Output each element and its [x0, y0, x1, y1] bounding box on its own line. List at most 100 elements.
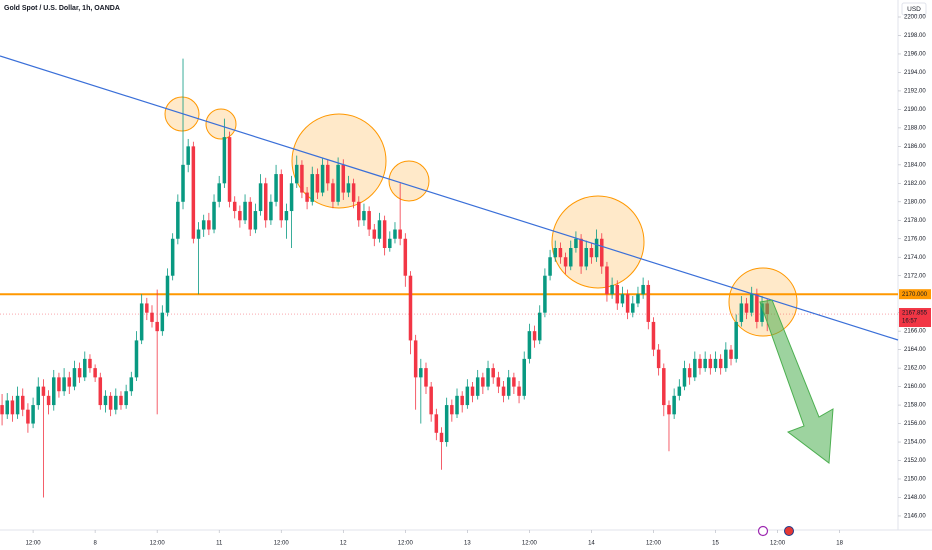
candle-body — [362, 211, 366, 221]
highlight-circle — [205, 108, 237, 140]
y-tick-label: 2160.00 — [904, 384, 926, 390]
highlight-circle — [388, 160, 430, 202]
x-tick-label: 11 — [216, 541, 223, 547]
x-tick-label: 12:00 — [26, 541, 42, 547]
candle-body — [749, 294, 754, 313]
candle-body — [93, 368, 97, 378]
candle-body — [10, 400, 15, 415]
candle-body — [145, 303, 149, 313]
candle-body — [532, 331, 537, 341]
candle-body — [15, 395, 20, 415]
candle-body — [114, 395, 118, 410]
candle-body — [419, 368, 423, 378]
candle-body — [641, 284, 645, 295]
level-label: 2170.000 — [902, 292, 928, 298]
chart-title: Gold Spot / U.S. Dollar, 1h, OANDA — [4, 5, 120, 12]
x-tick-label: 12:00 — [646, 541, 662, 547]
candle-body — [517, 386, 521, 396]
drawings — [0, 55, 899, 464]
candle-body — [284, 211, 289, 221]
candle-body — [496, 377, 501, 387]
event-icon[interactable] — [757, 525, 769, 537]
y-tick-label: 2188.00 — [904, 125, 926, 131]
candle-body — [253, 211, 258, 230]
highlight-circle — [291, 113, 387, 209]
candle-body — [615, 284, 620, 304]
candle-body — [522, 358, 526, 396]
x-tick-label: 8 — [93, 541, 97, 547]
candle-body — [434, 414, 439, 433]
y-tick-label: 2176.00 — [904, 236, 926, 242]
candle-body — [201, 220, 206, 230]
candle-body — [83, 358, 87, 378]
candle-body — [222, 137, 227, 184]
y-tick-label: 2150.00 — [904, 477, 926, 483]
x-tick-label: 18 — [836, 541, 843, 547]
candle-body — [46, 395, 51, 406]
x-tick-label: 15 — [712, 541, 719, 547]
candle-body — [20, 395, 25, 410]
candle-body — [403, 238, 408, 276]
candle-body — [248, 201, 252, 230]
candle-body — [646, 284, 651, 322]
y-tick-label: 2174.00 — [904, 255, 926, 261]
candle-body — [600, 238, 604, 267]
candle-body — [52, 377, 56, 406]
event-icon[interactable] — [784, 526, 794, 536]
candle-body — [31, 405, 35, 424]
candle-body — [460, 395, 464, 406]
last-price-tag — [899, 308, 931, 328]
candle-body — [108, 395, 113, 410]
candle-body — [124, 391, 128, 406]
candle-body — [672, 395, 676, 415]
candle-body — [119, 395, 123, 406]
candle-body — [584, 247, 589, 267]
candle-body — [558, 247, 563, 258]
candle-body — [351, 183, 356, 202]
candle-body — [367, 211, 371, 230]
candle-body — [320, 164, 325, 193]
y-tick-label: 2178.00 — [904, 218, 926, 224]
candle-body — [424, 368, 428, 387]
x-tick-label: 13 — [464, 541, 471, 547]
candle-body — [294, 164, 299, 184]
candle-body — [724, 349, 728, 369]
y-tick-label: 2164.00 — [904, 347, 926, 353]
candle-body — [88, 358, 92, 369]
candle-body — [196, 229, 201, 239]
x-tick-label: 14 — [588, 541, 595, 547]
y-tick-label: 2148.00 — [904, 495, 926, 501]
currency-button[interactable] — [901, 2, 927, 16]
candles — [0, 58, 769, 498]
event-icons — [757, 525, 794, 537]
candle-body — [708, 358, 713, 369]
candle-body — [506, 377, 511, 396]
candle-body — [553, 247, 557, 258]
candle-body — [170, 238, 175, 276]
candle-body — [734, 321, 738, 359]
x-tick-label: 12:00 — [398, 541, 414, 547]
candle-body — [470, 386, 475, 396]
candle-body — [341, 164, 346, 193]
candle-body — [243, 201, 247, 221]
candle-body — [300, 164, 304, 193]
candle-body — [181, 164, 185, 202]
x-tick-label: 12:00 — [274, 541, 290, 547]
y-tick-label: 2146.00 — [904, 514, 926, 520]
y-tick-label: 2194.00 — [904, 70, 926, 76]
candle-body — [450, 405, 454, 415]
candle-body — [62, 377, 66, 392]
candle-body — [372, 229, 377, 239]
candle-body — [408, 275, 413, 341]
y-tick-label: 2182.00 — [904, 181, 926, 187]
y-tick-label: 2192.00 — [904, 88, 926, 94]
drawings — [0, 96, 898, 337]
candle-body — [212, 201, 216, 230]
candle-body — [491, 368, 495, 378]
currency-label[interactable]: USD — [907, 6, 921, 13]
candle-body — [589, 247, 594, 258]
y-tick-label: 2162.00 — [904, 366, 926, 372]
candle-body — [377, 220, 382, 239]
candle-body — [755, 294, 759, 322]
candle-body — [610, 284, 614, 295]
